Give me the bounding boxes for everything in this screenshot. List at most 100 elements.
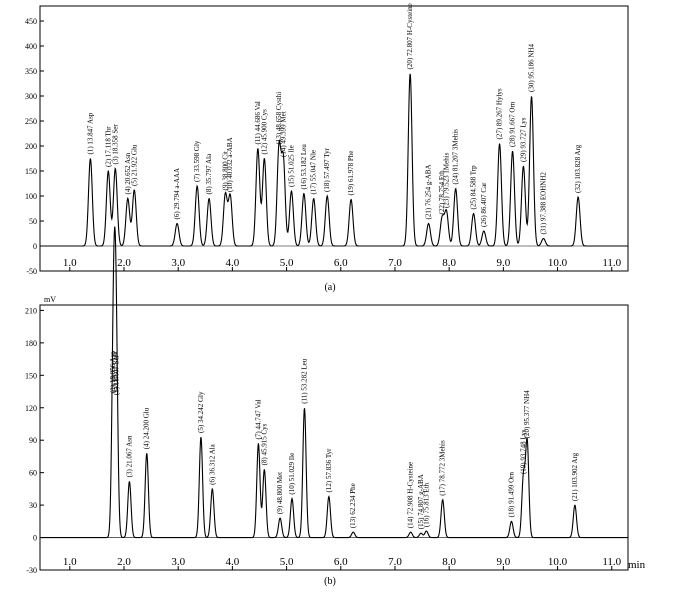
peak-label: (3) 18.358 Ser (111, 124, 119, 165)
x-axis-label: min (628, 559, 646, 571)
x-tick-label: 8.0 (442, 556, 456, 568)
y-tick-label: -50 (26, 267, 37, 276)
peak-label: (1) 18.056 Asp (109, 351, 117, 393)
y-tick-label: 450 (25, 17, 37, 26)
peak-label: (9) 38.800 Cit (221, 151, 229, 191)
peak-label: (3) 21.067 Asn (125, 435, 133, 477)
plot-frame (39, 5, 629, 272)
peak-label: (9) 48.800 Met (276, 472, 284, 514)
peak-label: (19) 93.748 Lys (519, 429, 527, 474)
y-tick-label: -30 (26, 566, 37, 575)
y-tick-label: 250 (25, 117, 37, 126)
peak-label: (16) 53.182 Leu (300, 144, 308, 190)
y-tick-label: 180 (25, 339, 37, 348)
peak-label: (8) 45.915 Cys (260, 423, 268, 465)
x-tick-label: 10.0 (548, 257, 568, 269)
x-tick-label: 1.0 (63, 556, 77, 568)
peak-label: (10) 51.029 Ile (288, 453, 296, 495)
plot-frame (39, 304, 629, 571)
peak-label: (5) 34.242 Gly (197, 391, 205, 433)
peak-label: (20) 72.807 H-Cysteine (406, 3, 414, 69)
x-tick-label: 7.0 (388, 556, 402, 568)
y-tick-label: 60 (29, 469, 37, 478)
peak-label: (18) 57.497 Tyr (323, 147, 331, 192)
x-tick-label: 7.0 (388, 257, 402, 269)
y-tick-label: 400 (25, 42, 37, 51)
peak-label: (19) 61.978 Phe (347, 151, 355, 196)
peak-label: (11) 53.282 Leu (300, 358, 308, 404)
peak-label: (30) 95.186 NH4 (528, 43, 536, 92)
peak-label: (24) 81.207 3Mehis (452, 129, 460, 185)
x-tick-label: 4.0 (226, 556, 240, 568)
peak-label: (11) 44.686 Val (254, 101, 262, 144)
peak-label: (6) 29.794 a-AAA (173, 168, 181, 220)
peak-label: (13) 48.658 Cysthi (275, 92, 283, 145)
x-tick-label: 8.0 (442, 257, 456, 269)
peak-label: (15) 74.807 g-ABA (417, 474, 425, 529)
peak-label: (18) 91.499 Orn (507, 472, 515, 518)
y-tick-label: 150 (25, 167, 37, 176)
x-tick-label: 5.0 (280, 556, 294, 568)
x-tick-label: 5.0 (280, 257, 294, 269)
panel-label-a: (a) (324, 282, 335, 293)
y-tick-label: 300 (25, 92, 37, 101)
y-tick-label: 0 (33, 242, 37, 251)
y-tick-label: 30 (29, 501, 37, 510)
peak-label: (2) 18.323 Thr (111, 350, 119, 392)
y-tick-label: 150 (25, 371, 37, 380)
peak-label: (2) 17.118 Thr (104, 126, 112, 167)
peak-label: (7) 33.598 Gly (193, 140, 201, 182)
peak-label: (25) 84.588 Trp (470, 165, 478, 210)
peak-label: (10) 40.032 a-ABA (226, 137, 234, 192)
x-tick-label: 4.0 (226, 257, 240, 269)
peak-label: (8) 35.797 Ala (205, 153, 213, 195)
peak-label: (14) 72.908 H-Cysteine (407, 462, 415, 528)
y-axis-label: mV (44, 295, 56, 304)
x-tick-label: 3.0 (171, 257, 185, 269)
peak-label: (14) 49.399 Met (279, 111, 287, 157)
peak-label: (16) 75.813 Eth (422, 482, 430, 527)
x-tick-label: 9.0 (496, 556, 510, 568)
y-tick-label: 120 (25, 404, 37, 413)
peak-label: (4) 20.652 Asn (124, 152, 132, 194)
y-tick-label: 350 (25, 67, 37, 76)
peak-label: (6) 36.312 Ala (208, 443, 216, 485)
peak-label: (13) 62.234 Phe (349, 483, 357, 528)
x-tick-label: 11.0 (602, 556, 621, 568)
chromatogram-trace-a (40, 73, 628, 247)
peak-label: (26) 86.407 Car (480, 182, 488, 227)
y-tick-label: 100 (25, 192, 37, 201)
peak-label: (21) 76.254 g-ABA (425, 164, 433, 219)
peak-label: (17) 55.047 Nle (310, 150, 318, 195)
peak-label: (12) 57.836 Tyr (325, 448, 333, 493)
x-tick-label: 11.0 (602, 257, 621, 269)
x-tick-label: 10.0 (548, 556, 568, 568)
y-tick-label: 50 (29, 217, 37, 226)
peak-label: (31) 97.388 EOHNH2 (539, 172, 547, 235)
x-tick-label: 6.0 (334, 556, 348, 568)
peak-label: (21) 103.902 Arg (571, 452, 579, 501)
panel-label-b: (b) (324, 576, 336, 587)
peak-label: (23) 79.523 1Mehis (442, 152, 450, 208)
x-tick-label: 2.0 (117, 556, 131, 568)
y-tick-label: 210 (25, 306, 37, 315)
x-tick-label: 9.0 (496, 257, 510, 269)
peak-label: (20) 95.377 NH4 (523, 390, 531, 439)
peak-label: (7) 44.747 Val (254, 399, 262, 439)
chromatogram-panel-a: -50 0 50 100 150 200 250 300 350 400 450 1.0 2.0 3.0… (25, 3, 629, 293)
y-tick-label: 0 (33, 534, 37, 543)
peak-label: (12) 45.900 Cys (260, 109, 268, 155)
peak-label: (1) 13.847 Asp (86, 112, 94, 154)
peak-label: (15) 51.025 Ile (287, 145, 295, 187)
peak-label: (29) 93.727 Lys (519, 117, 527, 162)
peak-label: (5) 21.922 Glu (130, 144, 138, 186)
chromatogram-trace-b (40, 226, 628, 539)
x-tick-label: 1.0 (63, 257, 77, 269)
peak-label: (17) 78.772 3Mehis (439, 440, 447, 496)
peak-label: (22) 78.754 Eth (438, 170, 446, 215)
y-tick-label: 90 (29, 436, 37, 445)
x-tick-label: 3.0 (171, 556, 185, 568)
x-tick-label: 2.0 (117, 257, 131, 269)
chromatogram-panel-b: -30 0 30 60 90 120 150 180 210 1.0 2.0 3.0 4.0 5.0 6.… (25, 226, 646, 587)
